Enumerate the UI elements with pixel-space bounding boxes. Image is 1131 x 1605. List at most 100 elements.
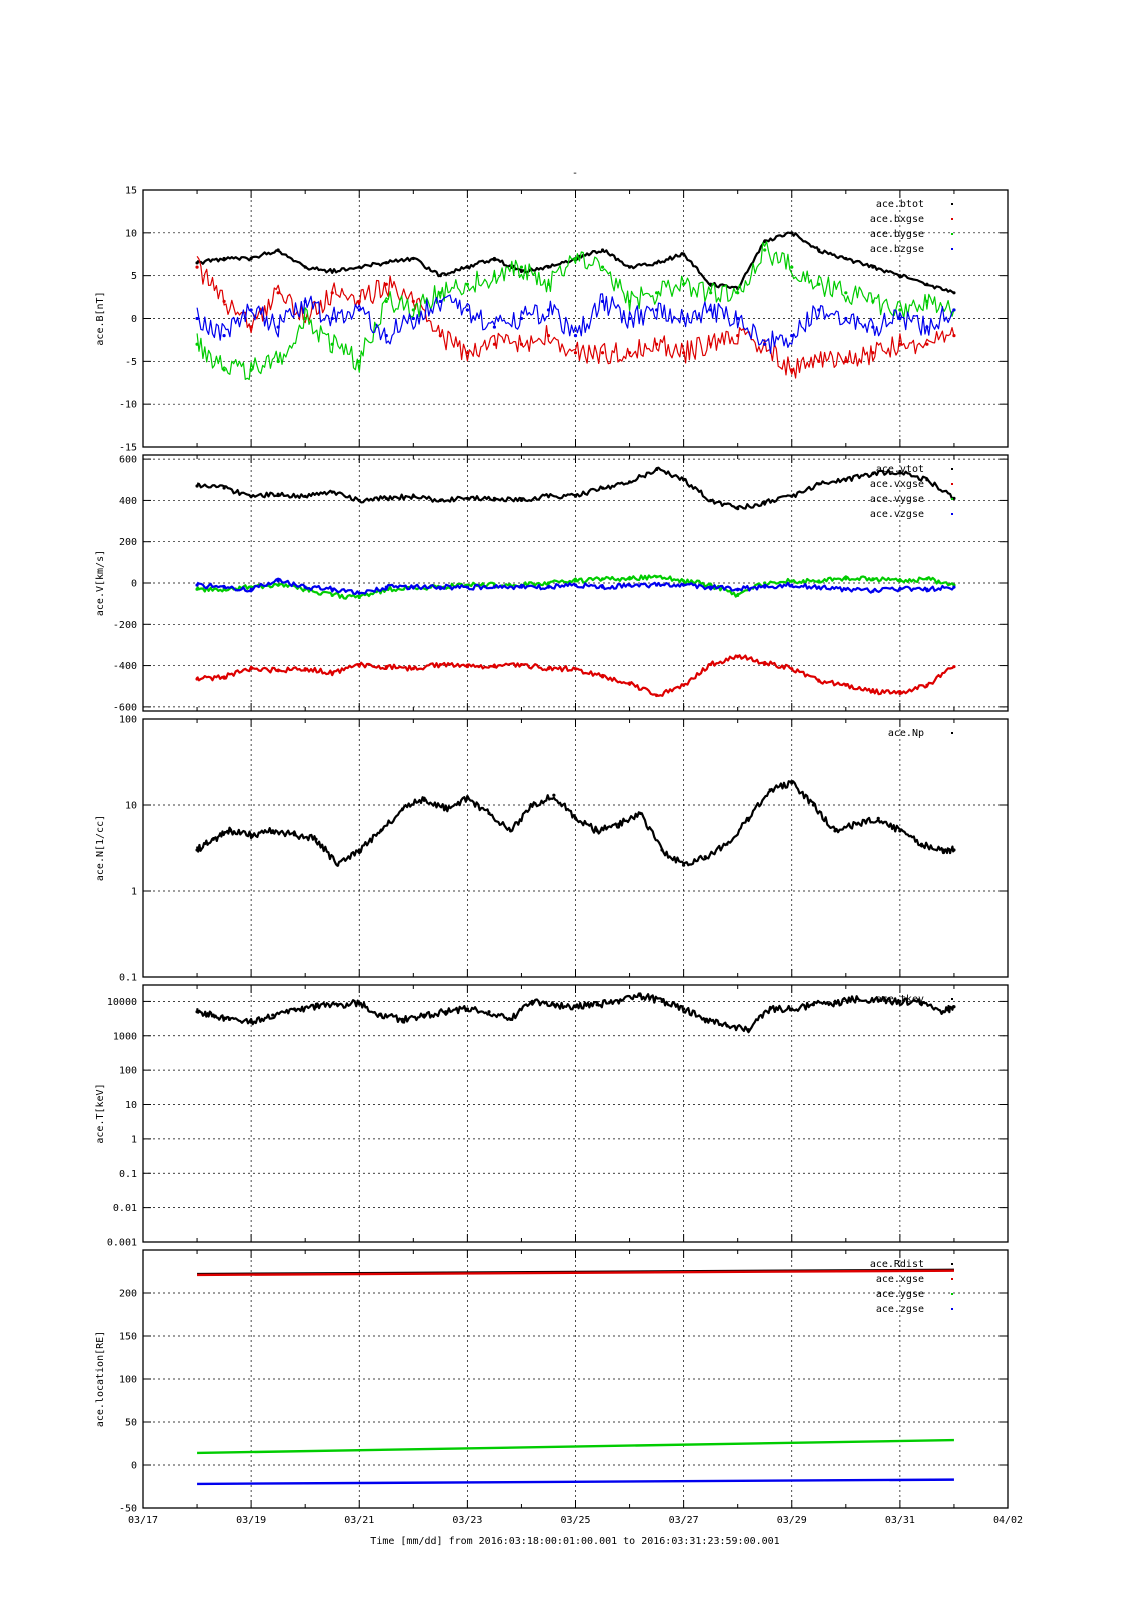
data-point — [627, 577, 632, 581]
legend-marker — [951, 218, 953, 220]
data-point — [336, 863, 340, 867]
data-point — [357, 1001, 361, 1005]
series-line — [197, 1438, 954, 1455]
data-point — [411, 667, 415, 671]
series-trace — [196, 466, 955, 510]
data-point — [384, 665, 388, 669]
data-point — [876, 998, 880, 1002]
data-point — [763, 500, 767, 505]
legend-marker — [951, 1308, 953, 1310]
data-point — [790, 781, 794, 785]
legend-marker — [951, 1263, 953, 1265]
data-point — [654, 575, 659, 579]
y-axis-label: ace.V[km/s] — [95, 550, 106, 616]
panel-frame — [142, 189, 1009, 448]
data-point — [357, 498, 361, 503]
data-point — [871, 351, 875, 355]
data-point — [195, 484, 199, 488]
legend-marker — [951, 233, 953, 235]
data-point — [249, 587, 253, 591]
data-point — [357, 591, 361, 595]
y-tick-label: 5 — [131, 271, 137, 282]
data-point — [703, 855, 707, 859]
data-point — [817, 308, 821, 312]
data-point — [600, 577, 605, 581]
data-point — [276, 492, 280, 496]
data-point — [222, 368, 226, 372]
legend-marker — [951, 1293, 953, 1295]
x-tick-label: 03/29 — [777, 1515, 807, 1526]
data-point — [736, 593, 740, 597]
legend-label: ace.bxgse — [870, 214, 924, 225]
data-point — [925, 478, 929, 482]
data-point — [925, 325, 929, 329]
data-point — [465, 265, 469, 269]
y-axis-label: ace.location[RE] — [95, 1331, 106, 1427]
data-point — [330, 587, 334, 591]
data-point — [276, 291, 280, 295]
data-point — [303, 667, 307, 671]
legend-label: ace.xgse — [876, 1274, 924, 1285]
data-point — [546, 667, 551, 671]
legend-marker — [951, 483, 953, 485]
data-point — [844, 256, 848, 261]
data-point — [790, 231, 794, 235]
data-point — [898, 316, 902, 321]
data-point — [195, 261, 199, 265]
y-tick-label: -400 — [113, 661, 137, 672]
data-point — [249, 368, 253, 372]
y-tick-label: 100 — [119, 1375, 137, 1386]
data-point — [844, 577, 848, 581]
data-point — [384, 496, 388, 500]
data-point — [600, 351, 605, 355]
data-point — [952, 1005, 956, 1009]
y-tick-label: -50 — [119, 1504, 137, 1515]
data-point — [627, 265, 632, 269]
data-point — [682, 683, 686, 687]
data-point — [790, 579, 794, 583]
panel-frame — [142, 1249, 1009, 1509]
data-point — [195, 587, 199, 591]
data-point — [817, 585, 821, 589]
data-point — [546, 282, 551, 286]
data-point — [600, 299, 605, 303]
data-point — [682, 863, 686, 867]
legend-marker — [951, 498, 953, 500]
series-ace-bxgse — [195, 255, 956, 379]
y-tick-label: -200 — [113, 620, 137, 631]
data-point — [573, 256, 578, 261]
data-point — [682, 316, 686, 321]
data-point — [682, 282, 686, 286]
data-point — [763, 342, 767, 346]
data-point — [292, 1007, 296, 1011]
data-point — [249, 1020, 253, 1024]
data-point — [919, 1001, 924, 1005]
data-point — [844, 478, 848, 482]
data-point — [422, 796, 426, 800]
data-point — [844, 316, 848, 321]
y-tick-label: 100 — [119, 1066, 137, 1077]
data-point — [411, 585, 415, 589]
data-point — [736, 507, 740, 511]
x-tick-label: 03/25 — [560, 1515, 590, 1526]
data-point — [898, 342, 902, 346]
data-point — [487, 1010, 491, 1014]
y-tick-label: -10 — [119, 400, 137, 411]
data-point — [271, 1013, 275, 1017]
data-point — [898, 829, 902, 833]
series-ace-tkev — [195, 992, 956, 1034]
data-point — [530, 803, 534, 807]
data-point — [509, 829, 513, 833]
data-point — [898, 308, 902, 312]
series-ace-vxgse — [195, 654, 956, 698]
data-point — [638, 993, 642, 997]
data-point — [595, 829, 599, 833]
data-point — [682, 583, 686, 587]
data-point — [617, 822, 621, 826]
data-point — [817, 282, 821, 286]
data-point — [817, 359, 821, 363]
data-point — [790, 368, 794, 372]
legend-label: ace.zgse — [876, 1304, 924, 1315]
data-point — [871, 471, 875, 476]
